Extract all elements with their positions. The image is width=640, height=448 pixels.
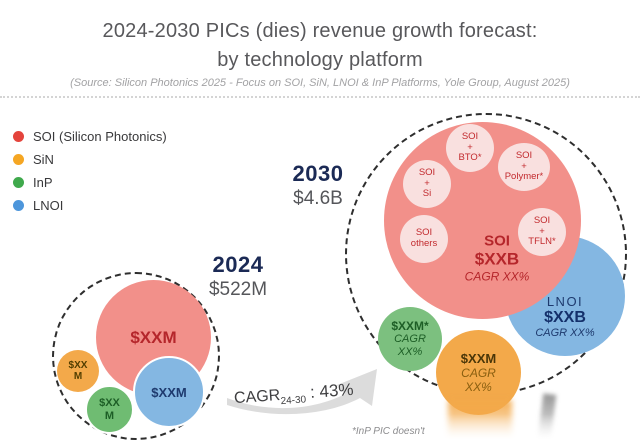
legend-label-soi: SOI (Silicon Photonics) — [33, 129, 167, 144]
bubble-2030-sin-value: $XXM — [460, 350, 497, 366]
legend: SOI (Silicon Photonics) SiN InP LNOI — [13, 129, 167, 221]
subbubble-soi-others-l2: others — [410, 238, 438, 249]
bubble-2030-soi-name: SOI — [484, 232, 510, 250]
bubble-2030-inp-cagr-l1: CAGR — [394, 333, 426, 346]
page-title: 2024-2030 PICs (dies) revenue growth for… — [0, 17, 640, 75]
subbubble-soi-tfln-l1: SOI — [533, 215, 551, 227]
legend-label-inp: InP — [33, 175, 53, 190]
bubble-2024-soi-value: $XXM — [130, 327, 177, 347]
white-fade-overlay — [330, 414, 640, 448]
legend-label-lnoi: LNOI — [33, 198, 64, 213]
bubble-2024-inp-value-l1: $XX — [99, 396, 120, 409]
cagr-prefix: CAGR — [233, 386, 281, 408]
bubble-2024-sin-value-l1: $XX — [68, 359, 88, 371]
legend-item-sin: SiN — [13, 152, 167, 167]
cagr-annotation: CAGR24-30 : 43% — [224, 356, 392, 418]
bubble-2030-sin-cagr: CAGR XX% — [461, 366, 496, 395]
bubble-2024-inp: $XX M — [85, 385, 134, 434]
subbubble-soi-si-l2: + — [424, 177, 430, 189]
subbubble-soi-others-l1: SOI — [415, 227, 433, 239]
bubble-2030-soi: SOI + Si SOI + BTO* SOI + Polymer* SOI +… — [384, 122, 581, 319]
source-caption: (Source: Silicon Photonics 2025 - Focus … — [70, 77, 570, 89]
total-2030: $4.6B — [293, 188, 343, 209]
bubble-2030-inp-cagr-l2: XX% — [397, 346, 423, 358]
subbubble-soi-others: SOI others — [400, 215, 448, 263]
subbubble-soi-si: SOI + Si — [403, 160, 451, 208]
legend-label-sin: SiN — [33, 152, 54, 167]
title-line-1: 2024-2030 PICs (dies) revenue growth for… — [102, 20, 538, 42]
label-2030: 2030 $4.6B — [276, 161, 360, 210]
subbubble-soi-bto-l2: + — [467, 141, 473, 153]
bubble-2030-inp: $XXM* CAGR XX% — [378, 307, 442, 371]
bubble-2024-sin-value: $XX M — [69, 360, 88, 383]
bubble-2030-inp-cagr: CAGR XX% — [394, 333, 426, 358]
dotted-divider — [0, 96, 640, 98]
dashed-ring-2024 — [52, 272, 220, 440]
bubble-2024-sin: $XX M — [57, 350, 99, 392]
subbubble-soi-si-l3: Si — [422, 188, 432, 200]
legend-item-soi: SOI (Silicon Photonics) — [13, 129, 167, 144]
footnote: *InP PIC doesn't — [352, 426, 425, 437]
subbubble-soi-polymer-l2: + — [521, 160, 527, 172]
bubble-2024-lnoi: $XXM — [133, 356, 205, 428]
bubble-2030-lnoi-value: $XXB — [544, 309, 586, 326]
bubble-2030-lnoi-cagr: CAGR XX% — [535, 327, 595, 339]
sin-color-dot-icon — [13, 154, 24, 165]
subbubble-soi-tfln-l3: TFLN* — [528, 236, 556, 248]
subbubble-soi-tfln: SOI + TFLN* — [518, 208, 566, 256]
year-2030: 2030 — [292, 161, 344, 186]
year-2024: 2024 — [212, 252, 264, 277]
label-2024: 2024 $522M — [196, 252, 280, 301]
cagr-subscript: 24-30 — [280, 394, 307, 408]
bubble-2024-inp-value-l2: M — [104, 409, 115, 422]
subbubble-soi-si-l1: SOI — [418, 167, 436, 179]
bubble-2024-sin-value-l2: M — [73, 371, 83, 382]
soi-color-dot-icon — [13, 131, 24, 142]
subbubble-soi-polymer-l1: SOI — [515, 150, 533, 162]
bubble-2024-lnoi-value: $XXM — [151, 384, 187, 400]
bubble-2024-inp-value: $XX M — [99, 397, 120, 422]
bubble-2030-soi-value: $XXB — [474, 249, 520, 269]
inp-color-dot-icon — [13, 177, 24, 188]
growth-arrow-icon — [227, 369, 377, 415]
subbubble-soi-bto-l3: BTO* — [458, 152, 482, 164]
legend-item-inp: InP — [13, 175, 167, 190]
bubble-2030-sin-cagr-l1: CAGR — [461, 365, 496, 380]
bubble-2030-sin-cagr-l2: XX% — [465, 380, 492, 394]
bubble-2030-soi-cagr: CAGR XX% — [464, 269, 530, 284]
bubble-2030-lnoi-name: LNOI — [546, 294, 584, 309]
subbubble-soi-polymer-l3: Polymer* — [504, 171, 544, 183]
subbubble-soi-bto-l1: SOI — [461, 131, 479, 143]
total-2024: $522M — [208, 279, 268, 300]
cagr-value: : 43% — [309, 379, 355, 402]
lnoi-color-dot-icon — [13, 200, 24, 211]
subbubble-soi-bto: SOI + BTO* — [446, 124, 494, 172]
bubble-2030-lnoi-text: LNOI $XXB CAGR XX% — [505, 294, 625, 339]
subbubble-soi-tfln-l2: + — [539, 225, 545, 237]
bubble-2030-inp-value: $XXM* — [391, 319, 429, 334]
subbubble-soi-polymer: SOI + Polymer* — [498, 143, 550, 191]
title-line-2: by technology platform — [217, 49, 423, 71]
legend-item-lnoi: LNOI — [13, 198, 167, 213]
bubble-2030-soi-text: SOI $XXB CAGR XX% — [442, 233, 552, 284]
